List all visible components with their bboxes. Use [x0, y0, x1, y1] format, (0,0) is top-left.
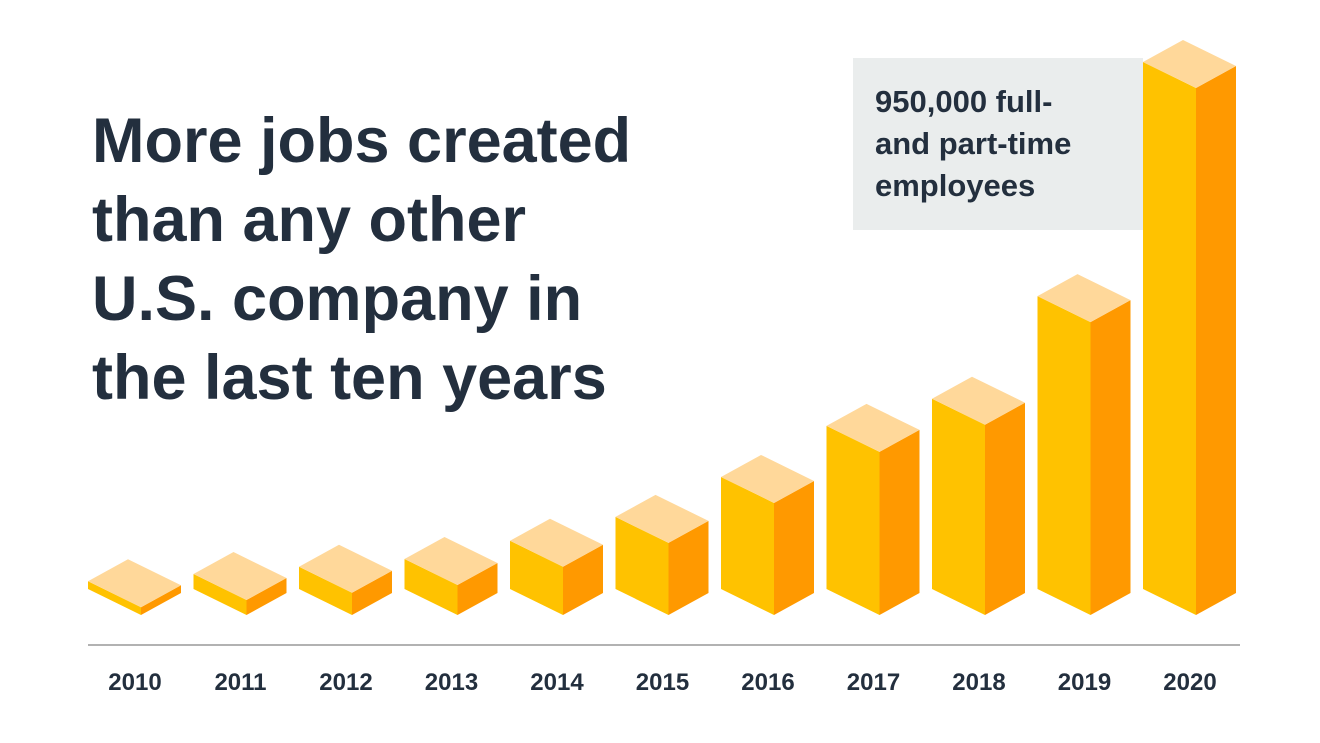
bar-front	[1037, 296, 1091, 615]
x-tick-label: 2019	[1058, 669, 1111, 696]
bar-top	[193, 552, 287, 601]
bar-side	[1196, 66, 1236, 615]
title-line: U.S. company in	[92, 264, 582, 334]
x-tick-label: 2012	[319, 669, 372, 696]
x-tick-label: 2014	[530, 669, 584, 696]
bar-side	[563, 544, 603, 615]
bar-side	[668, 520, 709, 615]
bar-top	[299, 544, 392, 593]
annotation-line: employees	[875, 168, 1035, 203]
bar-side	[352, 570, 392, 615]
annotation-box	[853, 58, 1143, 230]
bar-front	[721, 476, 774, 615]
x-tick-label: 2015	[636, 669, 689, 696]
x-tick-label: 2017	[847, 669, 900, 696]
bar-side	[141, 585, 181, 615]
bar-top	[826, 403, 920, 452]
bar-front	[88, 581, 141, 615]
title-line: the last ten years	[92, 343, 607, 413]
bar-side	[879, 429, 920, 615]
x-tick-label: 2016	[741, 669, 794, 696]
bar-top	[615, 494, 709, 543]
bar-top	[510, 518, 603, 567]
bar-front	[615, 516, 669, 615]
x-tick-label: 2010	[108, 669, 161, 696]
bar-side	[1090, 300, 1131, 615]
x-tick-label: 2020	[1163, 669, 1216, 696]
bar-side	[246, 578, 287, 615]
title-line: than any other	[92, 185, 526, 255]
x-tick-label: 2018	[952, 669, 1005, 696]
bar-top	[404, 537, 498, 586]
bar-front	[193, 574, 247, 615]
bar-front	[510, 540, 563, 615]
bar-front	[932, 398, 985, 615]
bar-top	[1037, 274, 1131, 323]
title-line: More jobs created	[92, 106, 631, 176]
bar-front	[299, 566, 352, 615]
bar-front	[1143, 62, 1196, 615]
bar-side	[457, 563, 498, 615]
bar-top	[88, 559, 181, 608]
bar-side	[985, 402, 1025, 615]
bar-front	[826, 425, 880, 615]
annotation-line: and part-time	[875, 126, 1071, 161]
bar-top	[932, 376, 1025, 425]
annotation-line: 950,000 full-	[875, 84, 1052, 119]
x-tick-label: 2013	[425, 669, 478, 696]
bar-front	[404, 559, 458, 615]
x-tick-label: 2011	[214, 669, 266, 696]
bar-top	[1143, 40, 1236, 88]
bar-side	[774, 480, 814, 615]
bar-top	[721, 454, 814, 503]
